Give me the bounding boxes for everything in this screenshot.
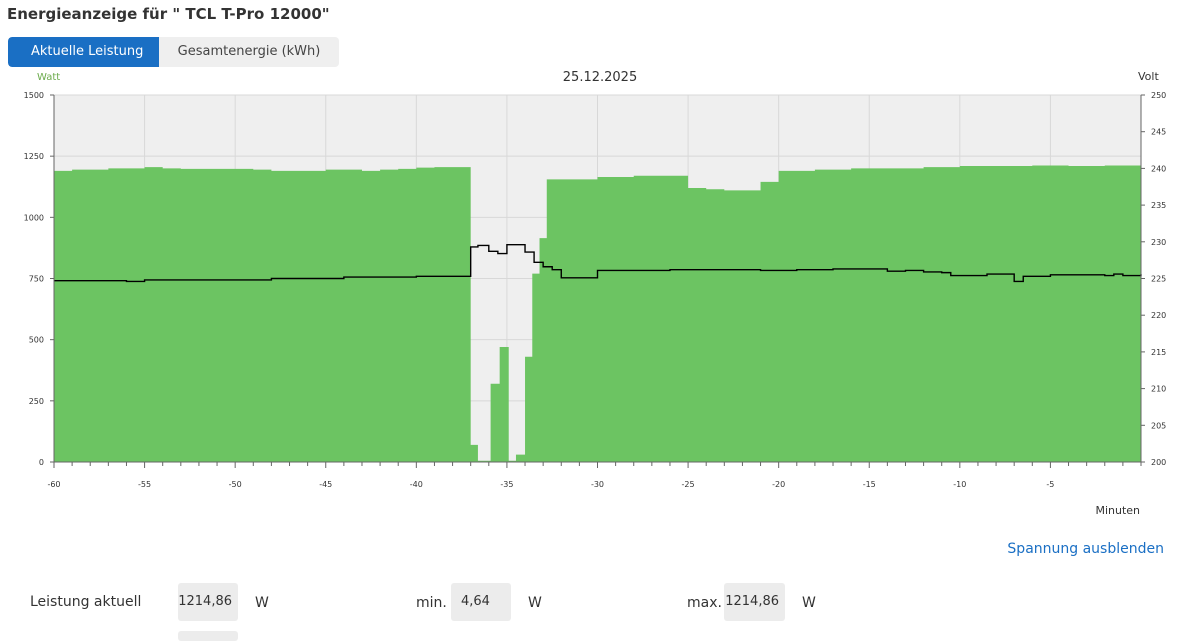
right-y-tick-label: 225: [1151, 275, 1166, 284]
hide-voltage-link[interactable]: Spannung ausblenden: [1007, 541, 1164, 557]
tab-bar: Aktuelle Leistung (Watt) Gesamtenergie (…: [8, 37, 339, 67]
x-tick-label: -30: [591, 480, 604, 489]
right-axis-title: Volt: [1138, 70, 1159, 83]
x-tick-label: -50: [229, 480, 242, 489]
right-y-tick-label: 235: [1151, 201, 1166, 210]
right-y-tick-label: 200: [1151, 458, 1166, 467]
current-power-label: Leistung aktuell: [30, 594, 142, 610]
chart-title: 25.12.2025: [563, 70, 637, 85]
x-tick-label: -25: [682, 480, 695, 489]
left-y-tick-label: 0: [39, 458, 44, 467]
voltage-line-series: [54, 244, 1142, 283]
x-axis-title: Minuten: [1095, 504, 1140, 517]
right-y-tick-label: 240: [1151, 164, 1166, 173]
x-tick-label: -15: [863, 480, 876, 489]
x-tick-label: -45: [319, 480, 332, 489]
chart-axes: -60 -55 -50 -45 -40 -35 -30 -25 -20 -15 -10 -502505…: [24, 91, 1167, 489]
min-power-label: min.: [416, 595, 447, 611]
max-power-unit: W: [802, 595, 816, 611]
tab-current-power[interactable]: Aktuelle Leistung (Watt): [8, 37, 159, 67]
left-y-tick-label: 1000: [24, 213, 44, 222]
right-y-tick-label: 245: [1151, 128, 1166, 137]
page-title: Energieanzeige für " TCL T-Pro 12000": [7, 5, 330, 23]
power-chart: -60 -55 -50 -45 -40 -35 -30 -25 -20 -15 -10 -502505…: [24, 70, 1167, 517]
x-tick-label: -20: [772, 480, 785, 489]
left-y-tick-label: 1500: [24, 91, 44, 100]
max-power-value: 1214,86: [724, 583, 785, 621]
max-power-label: max.: [687, 595, 722, 611]
x-tick-label: -5: [1046, 480, 1054, 489]
left-axis-title: Watt: [37, 72, 60, 83]
right-y-tick-label: 205: [1151, 421, 1166, 430]
next-row-box: [178, 631, 238, 641]
x-tick-label: -35: [500, 480, 513, 489]
current-power-unit: W: [255, 595, 269, 611]
right-y-tick-label: 250: [1151, 91, 1166, 100]
power-area-series: [54, 164, 1141, 462]
left-y-tick-label: 750: [29, 275, 44, 284]
min-power-unit: W: [528, 595, 542, 611]
min-power-value: 4,64: [451, 583, 511, 621]
x-tick-label: -55: [138, 480, 151, 489]
x-tick-label: -10: [953, 480, 966, 489]
x-tick-label: -60: [47, 480, 60, 489]
left-y-tick-label: 250: [29, 397, 44, 406]
right-y-tick-label: 220: [1151, 311, 1166, 320]
tab-total-energy[interactable]: Gesamtenergie (kWh): [177, 44, 321, 59]
x-tick-label: -40: [410, 480, 423, 489]
left-y-tick-label: 500: [29, 336, 44, 345]
right-y-tick-label: 230: [1151, 238, 1166, 247]
right-y-tick-label: 210: [1151, 385, 1166, 394]
current-power-value: 1214,86: [178, 583, 238, 621]
right-y-tick-label: 215: [1151, 348, 1166, 357]
left-y-tick-label: 1250: [24, 152, 44, 161]
